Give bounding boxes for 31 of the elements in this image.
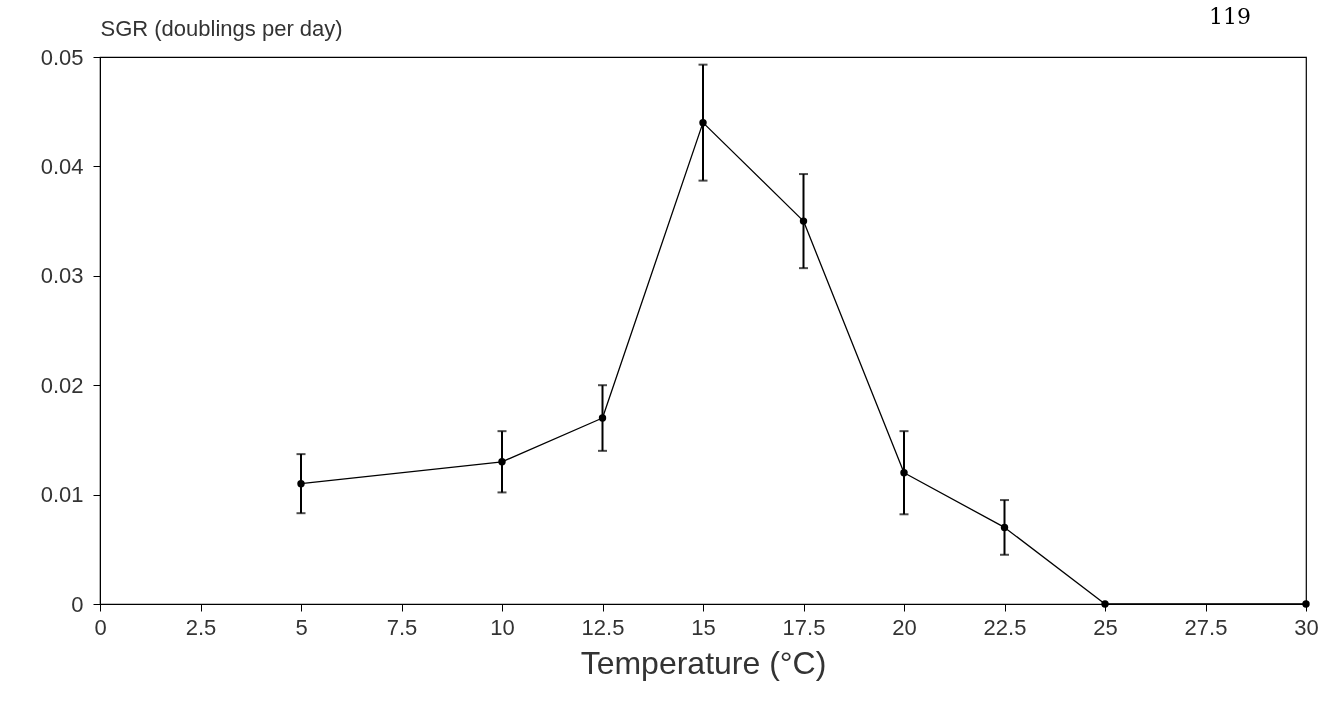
x-tick-label: 15 [691, 614, 716, 640]
x-tick-label: 30 [1294, 614, 1319, 640]
x-tick-label: 17.5 [782, 614, 826, 640]
y-tick-label: 0.02 [40, 372, 84, 398]
x-tick-label: 12.5 [581, 614, 625, 640]
y-tick-label: 0.01 [40, 482, 84, 508]
x-tick-label: 7.5 [386, 614, 418, 640]
point [1302, 600, 1310, 608]
point [900, 469, 908, 477]
x-tick-label: 0 [94, 614, 107, 640]
y-tick-label: 0 [71, 591, 84, 617]
point [1101, 600, 1109, 608]
x-tick-label: 10 [490, 614, 515, 640]
point [699, 118, 707, 127]
x-tick-label: 25 [1093, 614, 1118, 640]
x-tick-label: 2.5 [185, 614, 217, 640]
x-axis-title: Temperature (°C) [580, 644, 827, 681]
x-tick-label: 22.5 [983, 614, 1027, 640]
point [1000, 523, 1009, 532]
x-tick-label: 27.5 [1184, 614, 1228, 640]
x-tick-label: 5 [295, 614, 308, 640]
point [598, 414, 607, 422]
y-tick-label: 0.03 [40, 263, 84, 289]
y-axis-title: SGR (doublings per day) [100, 15, 343, 41]
y-tick-label: 0.04 [40, 153, 84, 179]
point [297, 479, 305, 488]
text: 119 [1209, 4, 1251, 29]
point [498, 458, 506, 466]
y-tick-label: 0.05 [40, 44, 84, 70]
x-tick-label: 20 [892, 614, 917, 640]
point [799, 217, 808, 225]
